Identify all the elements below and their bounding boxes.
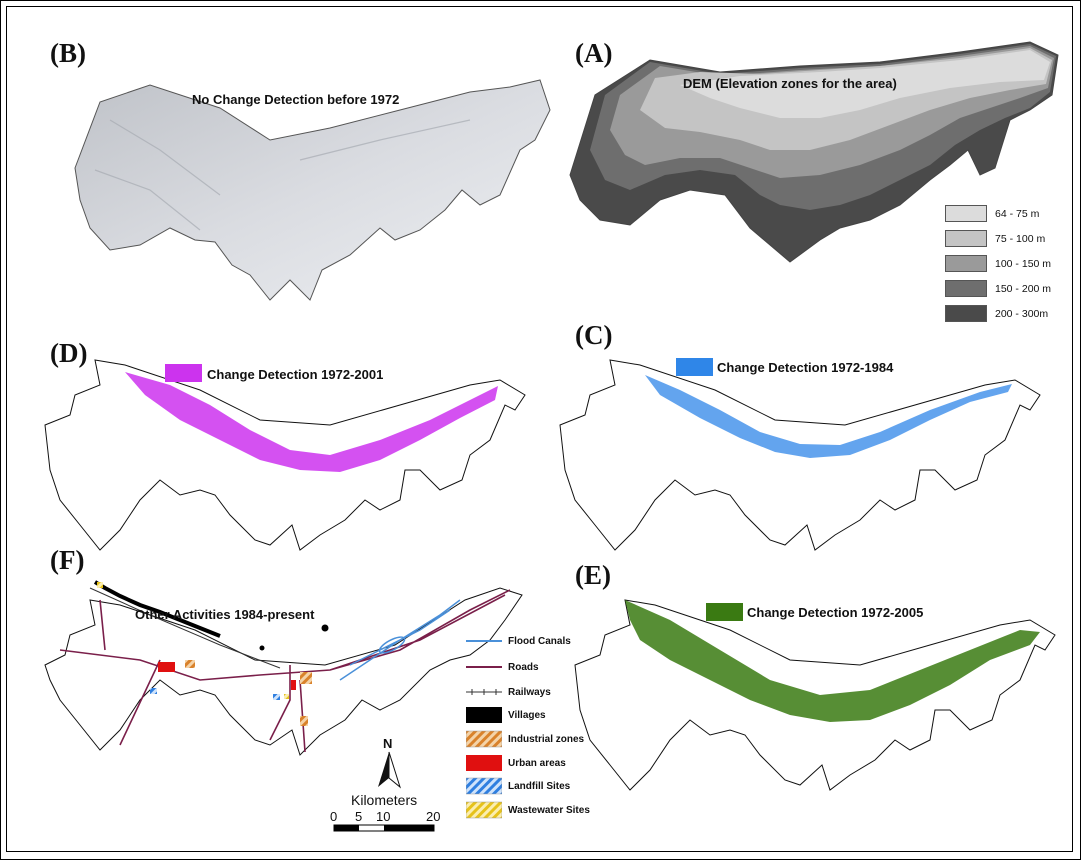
scale-bar-title: Kilometers <box>351 792 418 808</box>
panel-c-title: Change Detection 1972-1984 <box>717 360 894 375</box>
panel-a-letter: (A) <box>575 38 613 68</box>
activities-legend-label: Landfill Sites <box>508 781 571 792</box>
north-arrow-label: N <box>383 736 393 751</box>
panel-e-letter: (E) <box>575 560 611 590</box>
activities-legend-label: Villages <box>508 710 546 721</box>
panel-e-swatch <box>706 603 743 621</box>
urban-fill-icon <box>466 755 502 771</box>
industrial-hatch-icon <box>466 730 502 748</box>
dem-legend-swatch <box>945 305 987 322</box>
dem-legend-swatch <box>945 230 987 247</box>
road-line-icon <box>466 666 502 668</box>
activities-legend-label: Roads <box>508 662 539 673</box>
scale-tick-label: 0 <box>330 809 338 824</box>
panel-b-title: No Change Detection before 1972 <box>192 92 400 107</box>
scale-tick-label: 5 <box>355 809 363 824</box>
railway-icon <box>466 689 502 695</box>
dem-legend-label: 100 - 150 m <box>995 258 1052 270</box>
dem-legend-swatch <box>945 205 987 222</box>
panel-f-title: Other Activities 1984-present <box>135 607 315 622</box>
dem-legend-label: 64 - 75 m <box>995 208 1040 220</box>
map-e-region <box>574 599 1056 791</box>
map-c-region <box>559 359 1041 551</box>
dem-legend-label: 75 - 100 m <box>995 233 1046 245</box>
landfill-hatch-icon <box>466 777 502 795</box>
panel-e-title: Change Detection 1972-2005 <box>747 605 924 620</box>
panel-b-letter: (B) <box>50 38 86 68</box>
north-arrow-icon <box>378 751 401 789</box>
activities-legend-label: Wastewater Sites <box>508 805 590 816</box>
activities-legend-label: Urban areas <box>508 758 566 769</box>
scale-bar-graphic <box>333 824 435 832</box>
wastewater-hatch-icon <box>466 801 502 819</box>
activities-legend-label: Industrial zones <box>508 734 585 745</box>
map-a-dem <box>569 41 1059 263</box>
dem-legend-label: 200 - 300m <box>995 308 1049 320</box>
panel-c-letter: (C) <box>575 320 613 350</box>
dem-legend-label: 150 - 200 m <box>995 283 1052 295</box>
panel-c-swatch <box>676 358 713 376</box>
panel-f-letter: (F) <box>50 545 85 575</box>
figure-inner-frame <box>6 6 1073 852</box>
map-d-region <box>44 359 526 551</box>
activities-legend-label: Railways <box>508 687 551 698</box>
villages-fill-icon <box>466 707 502 723</box>
map-b-region <box>74 79 551 301</box>
dem-legend-swatch <box>945 255 987 272</box>
panel-a-title: DEM (Elevation zones for the area) <box>683 76 897 91</box>
map-f-region <box>44 580 523 756</box>
panel-d-title: Change Detection 1972-2001 <box>207 367 384 382</box>
flood-canal-line-icon <box>466 640 502 642</box>
panel-d-swatch <box>165 364 202 382</box>
panel-d-letter: (D) <box>50 338 88 368</box>
scale-tick-label: 20 <box>426 809 441 824</box>
scale-tick-label: 10 <box>376 809 391 824</box>
activities-legend-label: Flood Canals <box>508 636 571 647</box>
dem-legend-swatch <box>945 280 987 297</box>
dem-legend: 64 - 75 m 75 - 100 m 100 - 150 m 150 - 2… <box>933 203 1057 331</box>
